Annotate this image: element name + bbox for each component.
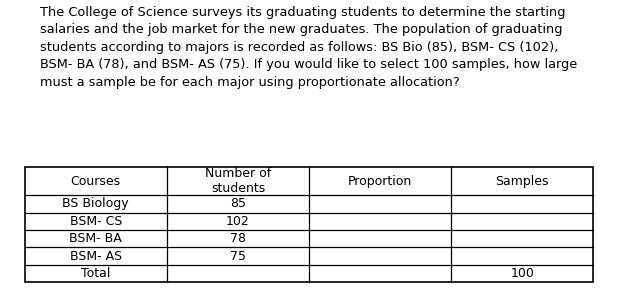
Text: Samples: Samples (496, 175, 549, 188)
Text: The College of Science surveys its graduating students to determine the starting: The College of Science surveys its gradu… (40, 6, 578, 89)
Text: BSM- BA: BSM- BA (69, 232, 122, 245)
Text: 75: 75 (230, 250, 246, 263)
Text: Total: Total (81, 267, 111, 280)
Text: Courses: Courses (70, 175, 121, 188)
Text: BS Biology: BS Biology (62, 198, 129, 211)
Text: Number of
students: Number of students (205, 167, 271, 195)
Text: 85: 85 (230, 198, 246, 211)
Text: 78: 78 (230, 232, 246, 245)
Text: BSM- CS: BSM- CS (70, 215, 122, 228)
Text: Proportion: Proportion (348, 175, 412, 188)
Text: BSM- AS: BSM- AS (70, 250, 122, 263)
Bar (25, 167, 593, 282)
Text: 102: 102 (226, 215, 250, 228)
Text: 100: 100 (510, 267, 534, 280)
